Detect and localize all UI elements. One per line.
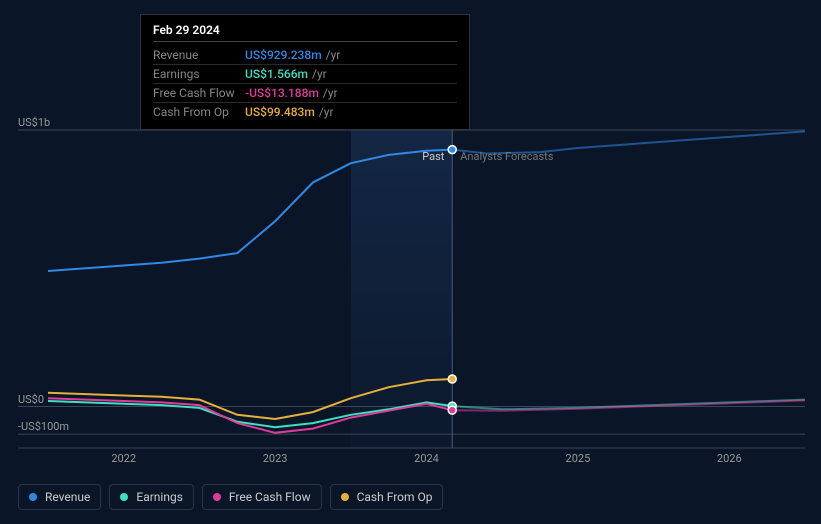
forecast-label: Analysts Forecasts — [460, 150, 553, 163]
legend-dot-icon — [29, 493, 37, 501]
tooltip-row: Free Cash Flow-US$13.188m/yr — [153, 84, 457, 103]
chart-container: { "chart": { "type": "line", "background… — [0, 0, 821, 524]
legend-dot-icon — [341, 493, 349, 501]
tooltip-row: Cash From OpUS$99.483m/yr — [153, 103, 457, 121]
tooltip-row-label: Free Cash Flow — [153, 86, 245, 100]
tooltip-row-value: US$929.238m — [245, 48, 322, 62]
tooltip-row-unit: /yr — [312, 67, 327, 81]
y-axis-label: US$0 — [18, 393, 44, 406]
marker-revenue — [448, 146, 456, 154]
tooltip-row-unit: /yr — [323, 86, 338, 100]
legend-item-fcf[interactable]: Free Cash Flow — [202, 484, 322, 510]
tooltip: Feb 29 2024 RevenueUS$929.238m/yrEarning… — [140, 14, 470, 130]
legend-item-earnings[interactable]: Earnings — [109, 484, 194, 510]
legend-item-revenue[interactable]: Revenue — [18, 484, 101, 510]
tooltip-row-unit: /yr — [319, 105, 334, 119]
tooltip-row: RevenueUS$929.238m/yr — [153, 46, 457, 65]
tooltip-row-value: -US$13.188m — [245, 86, 319, 100]
legend-dot-icon — [120, 493, 128, 501]
legend-item-label: Cash From Op — [357, 490, 433, 504]
x-axis-label: 2023 — [263, 452, 288, 465]
legend-item-cfo[interactable]: Cash From Op — [330, 484, 444, 510]
series-past-earnings — [48, 401, 452, 427]
legend-item-label: Earnings — [136, 490, 183, 504]
tooltip-row-label: Revenue — [153, 48, 245, 62]
x-axis-label: 2025 — [566, 452, 591, 465]
tooltip-date: Feb 29 2024 — [153, 23, 457, 42]
x-axis-label: 2024 — [414, 452, 439, 465]
tooltip-row-label: Cash From Op — [153, 105, 245, 119]
tooltip-row-unit: /yr — [326, 48, 341, 62]
x-axis-label: 2022 — [111, 452, 136, 465]
y-axis-label: US$1b — [18, 116, 50, 129]
legend-item-label: Revenue — [45, 490, 90, 504]
tooltip-row-label: Earnings — [153, 67, 245, 81]
tooltip-row: EarningsUS$1.566m/yr — [153, 65, 457, 84]
x-axis-label: 2026 — [717, 452, 742, 465]
series-past-cfo — [48, 379, 452, 419]
legend-dot-icon — [213, 493, 221, 501]
legend: Revenue Earnings Free Cash Flow Cash From O… — [18, 484, 443, 510]
marker-fcf — [448, 406, 456, 414]
y-axis-label: -US$100m — [18, 420, 69, 433]
marker-cfo — [448, 375, 456, 383]
tooltip-row-value: US$1.566m — [245, 67, 308, 81]
series-past-revenue — [48, 150, 452, 271]
tooltip-row-value: US$99.483m — [245, 105, 315, 119]
past-label: Past — [422, 150, 444, 163]
legend-item-label: Free Cash Flow — [229, 490, 311, 504]
